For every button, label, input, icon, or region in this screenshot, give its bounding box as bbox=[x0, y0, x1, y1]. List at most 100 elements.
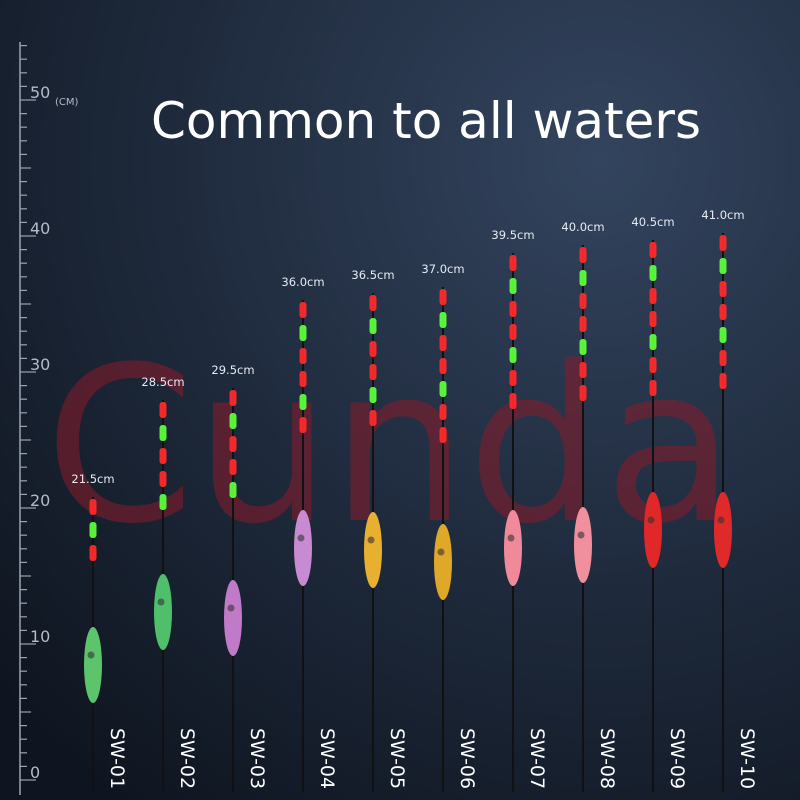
antenna-segment bbox=[369, 410, 377, 426]
antenna-segment bbox=[509, 370, 517, 386]
antenna-segment bbox=[719, 327, 727, 343]
float-logo bbox=[87, 651, 95, 659]
model-label: SW-03 bbox=[246, 728, 268, 789]
watermark: Cunda bbox=[45, 320, 736, 571]
antenna-segment bbox=[719, 281, 727, 297]
float-logo bbox=[367, 536, 375, 544]
antenna-segment bbox=[89, 522, 97, 538]
antenna-segment bbox=[369, 318, 377, 334]
float-logo bbox=[717, 516, 725, 524]
float-body bbox=[434, 524, 452, 600]
antenna-segment bbox=[719, 258, 727, 274]
float-body bbox=[84, 627, 102, 703]
antenna-segment bbox=[159, 448, 167, 464]
antenna-segment bbox=[299, 394, 307, 410]
antenna-segment bbox=[229, 436, 237, 452]
antenna-segment bbox=[579, 385, 587, 401]
length-label: 40.5cm bbox=[631, 215, 674, 229]
float-body bbox=[294, 510, 312, 586]
float-body bbox=[154, 574, 172, 650]
antenna-segment bbox=[649, 265, 657, 281]
length-label: 36.5cm bbox=[351, 268, 394, 282]
float-logo bbox=[507, 534, 515, 542]
antenna-segment bbox=[299, 302, 307, 318]
float-logo bbox=[157, 598, 165, 606]
ruler-label: 40 bbox=[30, 219, 50, 238]
length-label: 40.0cm bbox=[561, 220, 604, 234]
antenna-segment bbox=[719, 304, 727, 320]
float-body bbox=[574, 507, 592, 583]
ruler-label: 20 bbox=[30, 491, 50, 510]
antenna-segment bbox=[159, 425, 167, 441]
ruler-label: 0 bbox=[30, 763, 40, 782]
ruler-label: 30 bbox=[30, 355, 50, 374]
float-logo bbox=[647, 516, 655, 524]
model-label: SW-07 bbox=[526, 728, 548, 789]
antenna-segment bbox=[299, 348, 307, 364]
antenna-segment bbox=[369, 364, 377, 380]
antenna-segment bbox=[439, 289, 447, 305]
float-logo bbox=[297, 534, 305, 542]
antenna-segment bbox=[439, 335, 447, 351]
antenna-segment bbox=[89, 499, 97, 515]
antenna-segment bbox=[229, 390, 237, 406]
antenna-segment bbox=[649, 380, 657, 396]
float-body bbox=[224, 580, 242, 656]
antenna-segment bbox=[299, 371, 307, 387]
length-label: 39.5cm bbox=[491, 228, 534, 242]
antenna-segment bbox=[439, 312, 447, 328]
antenna-segment bbox=[579, 247, 587, 263]
antenna-segment bbox=[369, 341, 377, 357]
antenna-segment bbox=[579, 339, 587, 355]
float-logo bbox=[437, 548, 445, 556]
antenna-segment bbox=[229, 482, 237, 498]
antenna-segment bbox=[579, 362, 587, 378]
antenna-segment bbox=[649, 311, 657, 327]
antenna-segment bbox=[439, 358, 447, 374]
float-body bbox=[714, 492, 732, 568]
length-label: 28.5cm bbox=[141, 375, 184, 389]
antenna-segment bbox=[509, 324, 517, 340]
antenna-segment bbox=[509, 347, 517, 363]
antenna-segment bbox=[229, 413, 237, 429]
antenna-segment bbox=[509, 393, 517, 409]
antenna-segment bbox=[369, 387, 377, 403]
length-label: 37.0cm bbox=[421, 262, 464, 276]
antenna-segment bbox=[159, 494, 167, 510]
antenna-segment bbox=[649, 334, 657, 350]
model-label: SW-08 bbox=[596, 728, 618, 789]
float-body bbox=[364, 512, 382, 588]
antenna-segment bbox=[369, 295, 377, 311]
model-label: SW-09 bbox=[666, 728, 688, 789]
float-body bbox=[644, 492, 662, 568]
antenna-segment bbox=[299, 417, 307, 433]
antenna-segment bbox=[579, 270, 587, 286]
antenna-segment bbox=[719, 373, 727, 389]
antenna-segment bbox=[579, 316, 587, 332]
model-label: SW-01 bbox=[106, 728, 128, 789]
model-label: SW-06 bbox=[456, 728, 478, 789]
antenna-segment bbox=[649, 357, 657, 373]
antenna-segment bbox=[649, 288, 657, 304]
antenna-segment bbox=[579, 293, 587, 309]
model-label: SW-05 bbox=[386, 728, 408, 789]
length-label: 41.0cm bbox=[701, 208, 744, 222]
antenna-segment bbox=[159, 402, 167, 418]
floats: 21.5cm SW-01 28.5cm SW-02 29.5cm SW-03 36.0cm S… bbox=[71, 208, 758, 792]
ruler-label: 50 bbox=[30, 83, 50, 102]
float-logo bbox=[227, 604, 235, 612]
length-label: 36.0cm bbox=[281, 275, 324, 289]
ruler: 0 10 20 30 40 50 (CM) bbox=[20, 44, 79, 782]
antenna-segment bbox=[89, 545, 97, 561]
antenna-segment bbox=[439, 404, 447, 420]
ruler-label: 10 bbox=[30, 627, 50, 646]
antenna-segment bbox=[439, 427, 447, 443]
antenna-segment bbox=[509, 301, 517, 317]
title: Common to all waters bbox=[151, 92, 701, 150]
antenna-segment bbox=[649, 242, 657, 258]
length-label: 21.5cm bbox=[71, 472, 114, 486]
ruler-unit: (CM) bbox=[55, 97, 79, 108]
length-label: 29.5cm bbox=[211, 363, 254, 377]
